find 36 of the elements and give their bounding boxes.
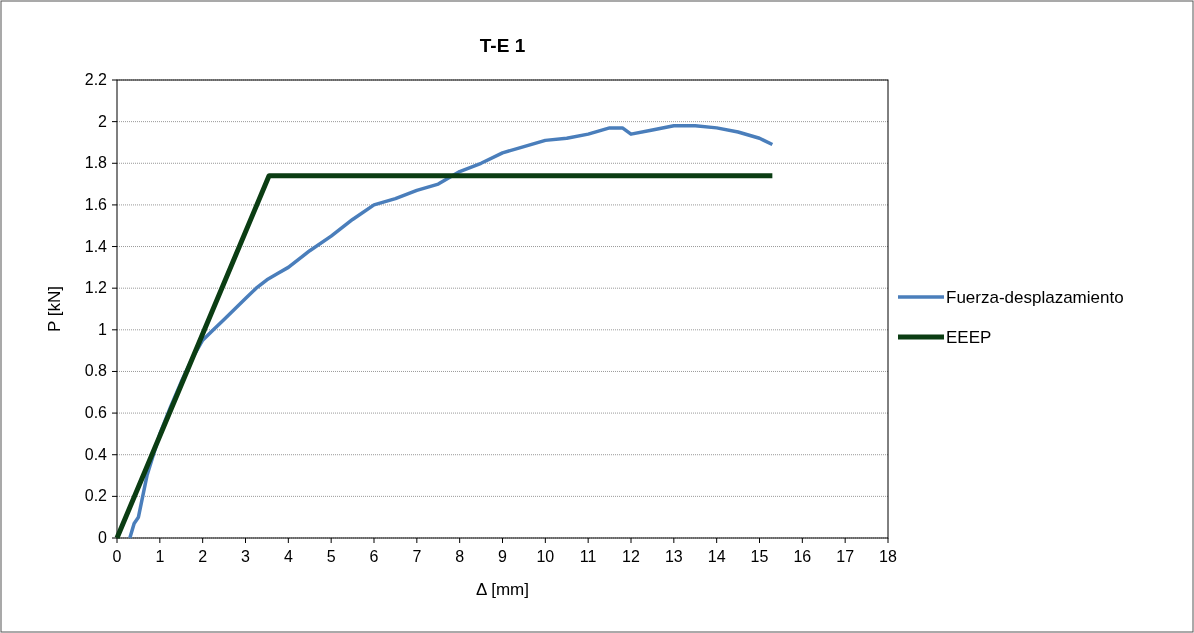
y-tick-label: 1.6 — [84, 195, 108, 213]
x-tick-label: 8 — [455, 548, 465, 565]
x-tick-label: 6 — [369, 548, 379, 565]
x-tick-label: 4 — [283, 548, 293, 565]
x-tick-label: 5 — [326, 548, 336, 565]
y-axis-title: P [kN] — [45, 286, 64, 332]
x-tick-label: 14 — [707, 548, 726, 565]
x-tick-label: 2 — [198, 548, 208, 565]
y-tick-label: 1.4 — [84, 237, 108, 255]
legend-label: EEEP — [946, 328, 992, 347]
x-tick-label: 18 — [879, 548, 897, 565]
x-tick-label: 7 — [412, 548, 422, 565]
x-tick-label: 3 — [241, 548, 251, 565]
x-tick-label: 13 — [664, 548, 683, 565]
legend-label: Fuerza-desplazamiento — [946, 288, 1124, 307]
x-tick-label: 12 — [622, 548, 640, 565]
x-tick-label: 0 — [112, 548, 122, 565]
y-tick-label: 1.2 — [84, 279, 108, 297]
y-tick-label: 1 — [98, 320, 108, 338]
y-tick-label: 1.8 — [84, 154, 108, 172]
x-tick-label: 16 — [793, 548, 812, 565]
y-tick-label: 0.6 — [84, 404, 108, 422]
y-tick-label: 2.2 — [84, 71, 108, 88]
chart-title: T-E 1 — [479, 35, 526, 56]
x-tick-label: 9 — [498, 548, 508, 565]
y-tick-label: 0.8 — [84, 362, 108, 380]
x-tick-label: 10 — [536, 548, 555, 565]
x-tick-label: 15 — [750, 548, 769, 565]
x-tick-label: 17 — [836, 548, 855, 565]
y-tick-label: 2 — [98, 112, 108, 130]
y-tick-label: 0.4 — [84, 445, 108, 463]
y-tick-label: 0.2 — [84, 487, 108, 505]
y-tick-label: 0 — [98, 529, 108, 546]
x-tick-label: 11 — [579, 548, 597, 565]
x-tick-label: 1 — [155, 548, 165, 565]
x-axis-title: Δ [mm] — [476, 580, 529, 599]
